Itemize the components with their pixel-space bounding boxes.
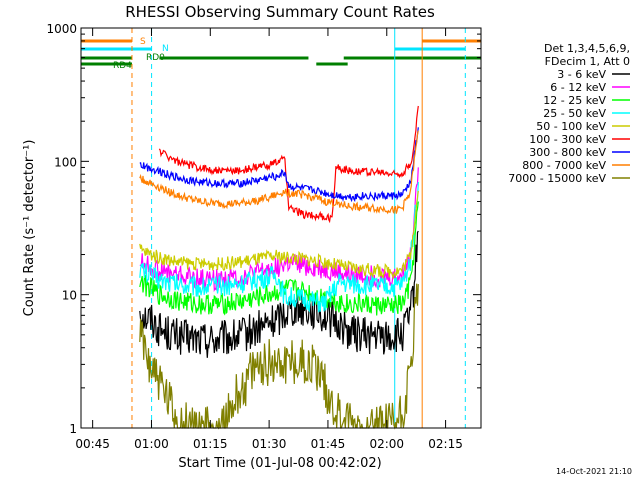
flag-n-label: N [162,44,169,54]
x-tick-label: 02:15 [428,437,463,451]
x-tick-label: 01:00 [134,437,169,451]
x-tick-label: 01:45 [311,437,346,451]
timestamp: 14-Oct-2021 21:10 [556,467,632,476]
y-tick-label: 100 [54,155,77,169]
x-tick-label: 02:00 [369,437,404,451]
series-line-12-25-kev [139,201,419,316]
y-axis-label: Count Rate (s⁻¹ detector⁻¹) [22,140,37,317]
series-line-300-800-kev [139,127,419,203]
legend-entry-label: 100 - 300 keV [529,133,606,146]
series-lines [139,105,419,430]
x-tick-label: 01:15 [193,437,228,451]
x-tick-label: 00:45 [75,437,110,451]
series-line-50-100-kev [139,190,419,280]
y-tick-label: 1 [69,422,77,436]
y-tick-label: 1000 [46,22,77,36]
y-tick-label: 10 [62,289,77,303]
flag-rd4-label: RD4 [113,61,132,71]
plot-frame [80,27,482,429]
series-line-7000-15000-kev [139,283,419,430]
legend-entry-label: 3 - 6 keV [557,68,606,81]
legend-title-line-1: Det 1,3,4,5,6,9, [544,42,630,55]
chart-title: RHESSI Observing Summary Count Rates [125,3,435,21]
series-line-3-6-kev [139,230,419,358]
legend-entry-label: 300 - 800 keV [529,146,606,159]
legend-entry-label: 6 - 12 keV [550,81,606,94]
legend-entry-label: 25 - 50 keV [543,107,606,120]
x-tick-label: 01:30 [252,437,287,451]
legend-entry-label: 7000 - 15000 keV [508,172,606,185]
legend-entry-label: 50 - 100 keV [536,120,606,133]
series-line-100-300-kev [158,105,419,224]
x-axis-label: Start Time (01-Jul-08 00:42:02) [178,456,381,471]
series-line-800-7000-kev [139,130,419,215]
series-line-25-50-kev [139,181,419,313]
legend-entry-label: 800 - 7000 keV [522,159,606,172]
flag-rd0-label: RD0 [146,53,165,63]
x-axis-ticks: 00:45 01:00 01:15 01:30 01:45 02:00 02:15 [75,28,463,451]
flag-s-label: S [140,37,146,47]
y-axis-ticks: 1 10 100 1000 [46,22,481,436]
series-line-6-12-kev [139,167,419,293]
legend-entry-label: 12 - 25 keV [543,94,606,107]
legend-title-line-2: FDecim 1, Att 0 [545,55,630,68]
